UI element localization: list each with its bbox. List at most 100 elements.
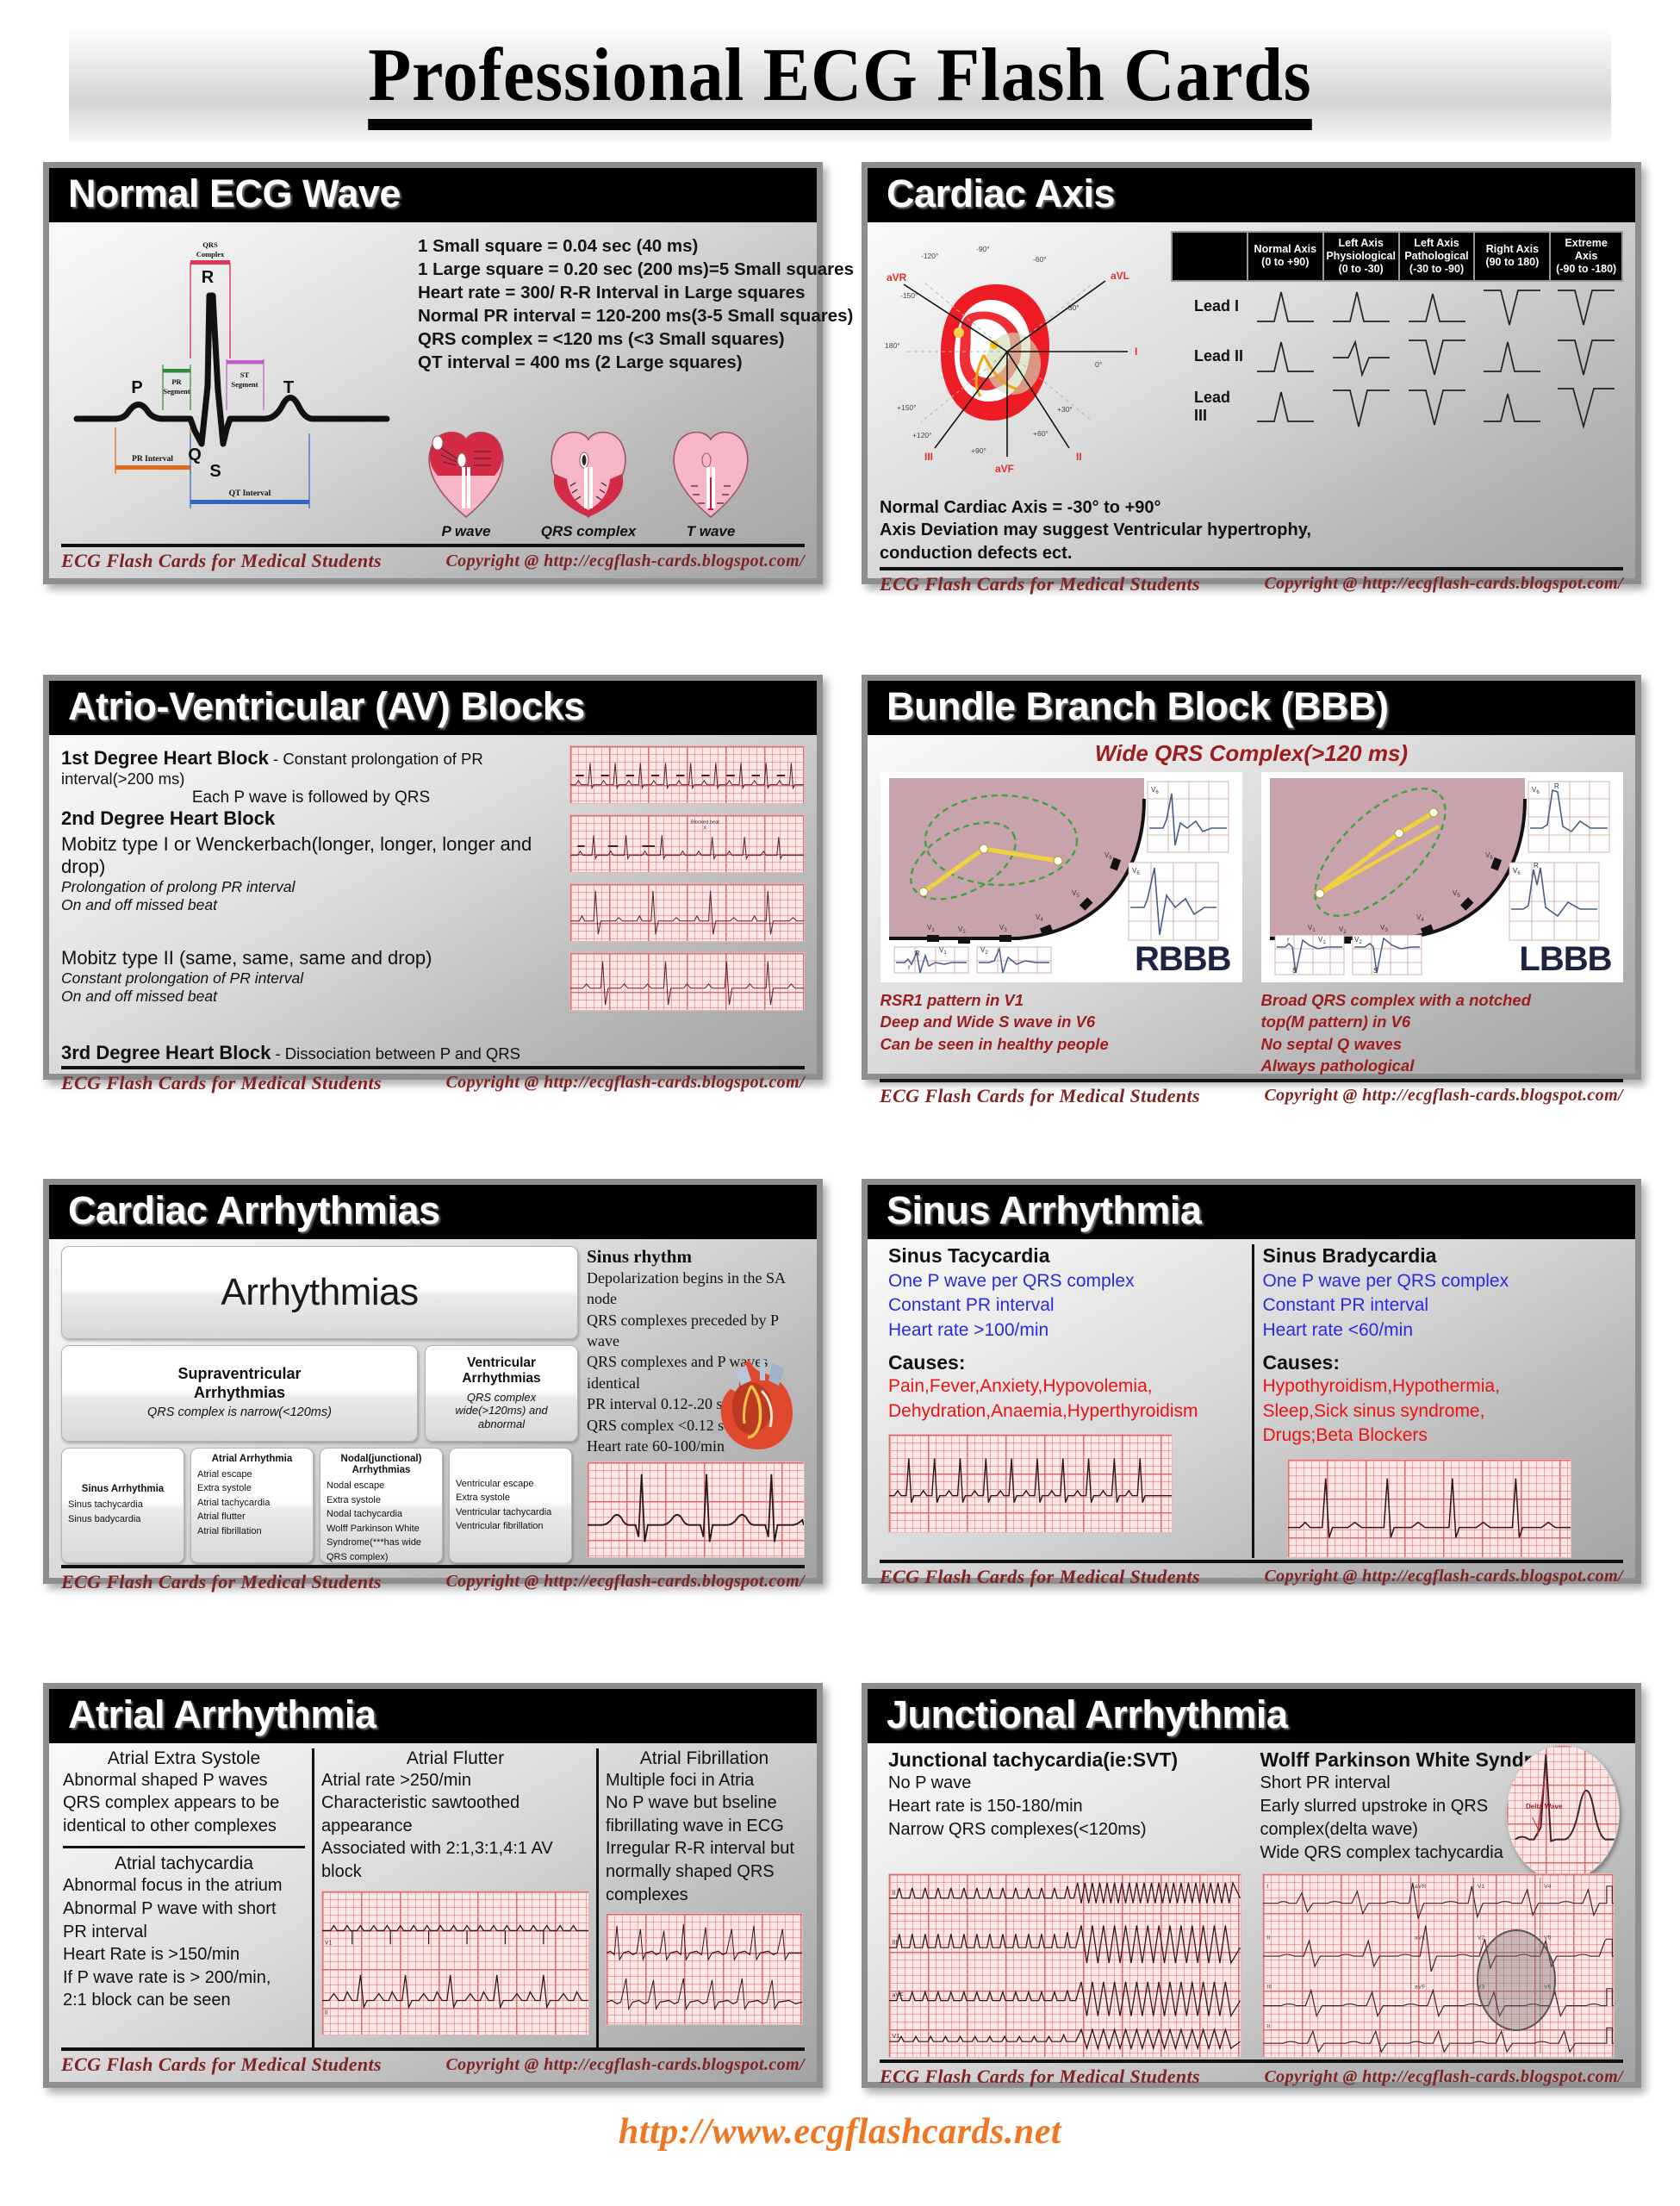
svg-text:II: II	[1266, 2024, 1270, 2030]
card-normal-ecg-wave[interactable]: Normal ECG Wave	[43, 162, 854, 584]
svg-text:V5: V5	[1544, 1935, 1552, 1941]
card-cardiac-axis[interactable]: Cardiac Axis	[862, 162, 1641, 595]
fact-item: Normal PR interval = 120-200 ms(3-5 Smal…	[418, 305, 854, 326]
atrial-extra-systole-column: Atrial Extra Systole Abnormal shaped P w…	[56, 1748, 314, 2047]
card-body: Atrial Extra Systole Abnormal shaped P w…	[49, 1743, 817, 2047]
col-name: Right Axis	[1485, 243, 1540, 256]
flow-leaf-nodal[interactable]: Nodal(junctional) Arrhythmias Nodal esca…	[320, 1447, 443, 1563]
av-blocks-text: 1st Degree Heart Block - Constant prolon…	[61, 744, 561, 1064]
atrial-tachycardia-heading: Atrial tachycardia	[114, 1854, 254, 1874]
wave-label-s: S	[209, 462, 221, 481]
svt-subtitle: QRS complex is narrow(<120ms)	[147, 1405, 332, 1420]
ecg-strip-mobitz-type-2	[569, 882, 805, 942]
ecg-strip-first-degree	[569, 745, 805, 804]
card-atrial-arrhythmia[interactable]: Atrial Arrhythmia Atrial Extra Systole A…	[43, 1683, 823, 2088]
footer-left: ECG Flash Cards for Medical Students	[880, 1565, 1200, 1587]
page-title: Professional ECG Flash Cards	[368, 38, 1312, 130]
flow-leaf-atrial[interactable]: Atrial Arrhythmia Atrial escape Extra sy…	[190, 1447, 314, 1563]
strip-lead-label: aVF	[892, 1991, 904, 1999]
flow-root-box[interactable]: Arrhythmias	[61, 1245, 578, 1339]
sinus-rhythm-line: QRS complex <0.12 sec	[587, 1416, 738, 1434]
card-sinus-arrhythmia[interactable]: Sinus Arrhythmia Sinus Tacycardia One P …	[862, 1179, 1641, 1587]
bbb-subtitle: Wide QRS Complex(>120 ms)	[1094, 739, 1409, 766]
hexaxial-deg-plus120: +120°	[912, 431, 932, 439]
card-slot-bbb: Bundle Branch Block (BBB) Wide QRS Compl…	[827, 675, 1654, 1106]
sinus-rhythm-panel: Sinus rhythm Depolarization begins in th…	[578, 1246, 805, 1563]
sinus-bradycardia-cause: Drugs;Beta Blockers	[1262, 1425, 1428, 1446]
strip-lead-label: III	[892, 1939, 897, 1947]
card-junctional-arrhythmia[interactable]: Junctional Arrhythmia Junctional tachyca…	[862, 1683, 1641, 2088]
card-cardiac-arrhythmias[interactable]: Cardiac Arrhythmias Arrhythmias Supraven…	[43, 1179, 823, 1592]
card-title: Atrio-Ventricular (AV) Blocks	[68, 684, 585, 728]
col-name: Extreme Axis	[1565, 236, 1608, 262]
footer-left: ECG Flash Cards for Medical Students	[61, 2053, 382, 2075]
card-av-blocks[interactable]: Atrio-Ventricular (AV) Blocks 1st Degree…	[43, 675, 823, 1094]
axis-content-row: aVR aVL I II III aVF -120°	[880, 230, 1623, 489]
card-row-4: Atrial Arrhythmia Atrial Extra Systole A…	[0, 1683, 1680, 2088]
column-divider	[63, 1846, 305, 1849]
card-title: Bundle Branch Block (BBB)	[887, 684, 1389, 728]
table-header-blank	[1171, 230, 1248, 282]
table-row: Lead I	[1172, 281, 1622, 332]
arrhythmia-flowchart: Arrhythmias Supraventricular Arrhythmias…	[61, 1245, 578, 1563]
ecg-strip-sinus-rhythm	[587, 1461, 805, 1558]
leaf-item: Wolff Parkinson White Syndrome(***has wi…	[327, 1523, 422, 1562]
card-bundle-branch-block[interactable]: Bundle Branch Block (BBB) Wide QRS Compl…	[862, 675, 1641, 1106]
av-first-degree-heading: 1st Degree Heart Block	[61, 746, 269, 769]
card-header: Cardiac Axis	[868, 168, 1635, 222]
sinus-rhythm-line: QRS complexes preceded by P wave	[587, 1311, 779, 1349]
lbbb-note-line: No septal Q waves	[1260, 1034, 1402, 1053]
site-url[interactable]: http://www.ecgflashcards.net	[618, 2112, 1062, 2152]
svt-title-line1: Supraventricular	[177, 1365, 302, 1383]
wpw-line: Early slurred upstroke in QRS	[1260, 1796, 1489, 1816]
bbb-lbbb-panel: V1 V2 V3 V4 V5 V6	[1260, 771, 1623, 1077]
complex-cell	[1550, 281, 1622, 332]
lbbb-note-line: Always pathological	[1260, 1056, 1415, 1075]
vent-subtitle-line3: abnormal	[477, 1417, 526, 1430]
svg-text:S: S	[1373, 967, 1378, 975]
wpw-panel: Wolff Parkinson White Syndrome Short PR …	[1252, 1744, 1624, 1881]
complex-cell	[1399, 382, 1475, 432]
delta-wave-label: Delta Wave	[1526, 1802, 1563, 1810]
flow-box-ventricular[interactable]: Ventricular Arrhythmias QRS complex wide…	[425, 1344, 578, 1442]
lbbb-svg: V1 V2 V3 V4 V5 V6	[1269, 777, 1609, 975]
wave-label-st-segment2: Segment	[231, 380, 258, 389]
hexaxial-deg-minus60: -60°	[1033, 255, 1047, 264]
junctional-tachycardia-panel: Junctional tachycardia(ie:SVT) No P wave…	[880, 1748, 1252, 1866]
junctional-tachycardia-line: No P wave	[888, 1773, 972, 1792]
leaf-item: Extra systole	[327, 1494, 381, 1505]
sinus-tachycardia-bullet: Heart rate >100/min	[888, 1319, 1049, 1340]
hexaxial-svg: aVR aVL I II III aVF -120°	[885, 245, 1137, 475]
wpw-line: Short PR interval	[1260, 1773, 1391, 1792]
col-name: Left Axis	[1338, 236, 1384, 249]
table-header-row: Normal Axis (0 to +90) Left Axis Physiol…	[1171, 230, 1623, 282]
sinus-bradycardia-bullet: Heart rate <60/min	[1262, 1319, 1414, 1340]
table-row: Lead III	[1172, 382, 1622, 432]
atrial-tachycardia-line: Abnormal focus in the atrium	[63, 1876, 283, 1896]
footer-right: Copyright @ http://ecgflash-cards.blogsp…	[1264, 1567, 1623, 1586]
flow-leaf-sinus[interactable]: Sinus Arrhythmia Sinus tachycardia Sinus…	[61, 1447, 184, 1563]
wave-label-pr-segment2: Segment	[163, 387, 190, 396]
footer-left: ECG Flash Cards for Medical Students	[61, 550, 382, 571]
flow-leaf-ventricular[interactable]: Ventricular escape Extra systole Ventric…	[449, 1447, 572, 1563]
sinus-rhythm-line: Depolarization begins in the SA node	[587, 1268, 785, 1308]
footer-right: Copyright @ http://ecgflash-cards.blogsp…	[1264, 1086, 1623, 1106]
blocked-beat-mark: X	[703, 826, 706, 831]
axis-comparison-table: Normal Axis (0 to +90) Left Axis Physiol…	[1164, 230, 1623, 489]
footer-right: Copyright @ http://ecgflash-cards.blogsp…	[1264, 574, 1623, 594]
rbbb-tag: RBBB	[1134, 939, 1232, 978]
card-slot-normal-ecg: Normal ECG Wave	[0, 162, 854, 584]
leaf-item: Ventricular escape	[456, 1478, 534, 1489]
card-footer: ECG Flash Cards for Medical Students Cop…	[61, 2047, 805, 2076]
flow-box-supraventricular[interactable]: Supraventricular Arrhythmias QRS complex…	[61, 1344, 418, 1442]
lbbb-diagram: V1 V2 V3 V4 V5 V6	[1260, 771, 1623, 982]
footer-right: Copyright @ http://ecgflash-cards.blogsp…	[445, 1572, 805, 1592]
sinus-rhythm-line: QRS complexes and P waves identical	[587, 1353, 768, 1392]
complex-cell	[1248, 382, 1323, 432]
fact-item: Heart rate = 300/ R-R Interval in Large …	[418, 282, 806, 302]
card-body: Junctional tachycardia(ie:SVT) No P wave…	[868, 1743, 1635, 2060]
atrial-extra-systole-line: Abnormal shaped P waves	[63, 1770, 268, 1790]
heart-caption: P wave	[441, 523, 491, 539]
complex-cell	[1474, 281, 1550, 332]
